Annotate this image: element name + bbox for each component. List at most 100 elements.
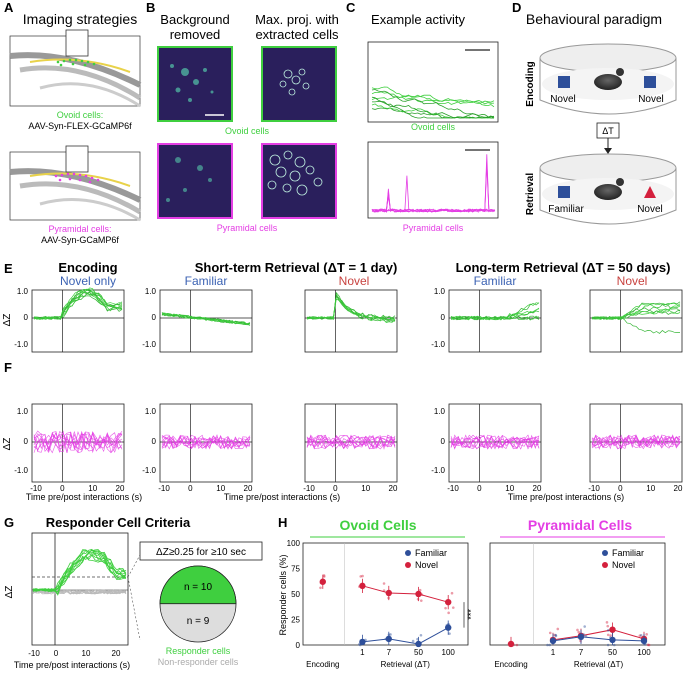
h-mean-point: [319, 578, 326, 585]
b-col1-line1: Background: [160, 12, 229, 27]
h-raw-point: [647, 643, 651, 647]
h-legend-familiar: Familiar: [612, 548, 644, 558]
b-ovoid-caption: Ovoid cells: [225, 126, 270, 136]
panel-a-title: Imaging strategies: [23, 11, 137, 27]
f-ytick-top: 1.0: [17, 407, 29, 416]
f-trace: [161, 434, 251, 450]
panel-e: E Encoding Novel only Short-term Retriev…: [2, 260, 670, 349]
e-ytick-mid-2: 0: [152, 313, 157, 322]
h-raw-point: [606, 643, 610, 647]
f-trace: [306, 434, 396, 450]
h-raw-point: [451, 606, 455, 609]
panel-letter-b: B: [146, 0, 155, 15]
f-xtick-label: -10: [158, 484, 170, 493]
e-trace-box: [448, 289, 542, 353]
f-trace-box: [589, 403, 683, 483]
h-raw-point: [556, 627, 560, 631]
c-pyr-trace: [371, 208, 496, 213]
g-responder-trace: [32, 555, 126, 595]
pyramidal-dots: [54, 172, 100, 184]
b-pyr-caption: Pyramidal cells: [217, 223, 278, 233]
f-trace: [306, 435, 396, 449]
h-raw-point: [613, 643, 616, 647]
g-traces: [32, 548, 127, 596]
h-xtick-label: 1: [360, 648, 365, 657]
f-xtick-label: 10: [88, 484, 97, 493]
f-trace: [591, 436, 681, 449]
f-xtick-label: 20: [116, 484, 125, 493]
f-ytick-top-2: 1.0: [145, 407, 157, 416]
e-encoding-title: Encoding: [58, 260, 117, 275]
h-raw-point: [450, 591, 454, 595]
h-plot-box: [489, 542, 666, 646]
h-xtick-label: 7: [579, 648, 584, 657]
f-xtick-label: 20: [533, 484, 542, 493]
e-trace: [306, 294, 396, 322]
b-ovoid-maxproj-image: [261, 46, 337, 122]
panel-letter-e: E: [4, 261, 13, 276]
encoding-arena: [539, 43, 677, 115]
panel-letter-a: A: [4, 0, 14, 15]
h-raw-point: [419, 599, 423, 602]
b-col2-line1: Max. proj. with: [255, 12, 339, 27]
d-novel-pyramid: [644, 186, 656, 198]
h-raw-point: [584, 634, 588, 638]
f-trace: [161, 435, 250, 449]
h-xtick-label: 50: [414, 648, 423, 657]
panel-g: G Responder Cell Criteria ΔZ -10 0 10 20…: [4, 515, 263, 670]
h-raw-point: [583, 625, 587, 628]
g-xtick-2: 10: [82, 649, 91, 658]
panel-c: C Example activity Ovoid cells Pyramidal…: [346, 0, 499, 233]
f-xtick-label: -10: [588, 484, 600, 493]
c-ovoid-trace: [371, 103, 495, 119]
panel-b: B Background removed Max. proj. with ext…: [146, 0, 339, 233]
c-pyr-traces: [371, 154, 496, 213]
f-xtick-label: 0: [60, 484, 65, 493]
h-xtick-label: 100: [637, 648, 651, 657]
e-short-familiar: Familiar: [185, 274, 228, 288]
f-trace: [306, 434, 396, 449]
e-trace: [306, 298, 396, 324]
f-trace: [450, 434, 540, 449]
h-raw-point: [605, 621, 609, 624]
f-ytick-bot: -1.0: [14, 466, 28, 475]
d-familiar-cube: [558, 186, 570, 198]
g-nonresponder-trace: [32, 589, 127, 595]
g-xtick-3: 20: [112, 649, 121, 658]
e-trace: [591, 307, 681, 320]
h-raw-point: [576, 628, 579, 632]
d-mouse-1: [594, 74, 622, 90]
f-trace: [450, 435, 540, 450]
h-ytick-label: 0: [296, 641, 301, 650]
c-pyr-caption: Pyramidal cells: [403, 223, 464, 233]
b-col2-line2: extracted cells: [255, 27, 339, 42]
f-ytick-bot-3: -1.0: [431, 466, 445, 475]
h-mean-point: [640, 637, 648, 645]
h-series-line: [362, 627, 449, 645]
e-ytick-top-3: 1.0: [434, 287, 446, 296]
h-raw-point: [515, 643, 519, 647]
pie-label-nonresponder: n = 9: [187, 616, 210, 627]
f-trace: [306, 436, 396, 450]
c-ovoid-trace: [371, 96, 495, 119]
f-xtick-label: 10: [646, 484, 655, 493]
pie-slice-responder: [159, 565, 237, 605]
panel-a: A Imaging strategies Ovoid cells: AAV-Sy…: [4, 0, 142, 245]
f-trace: [591, 435, 681, 450]
h-legend-novel: Novel: [415, 560, 438, 570]
d-encoding-label: Encoding: [525, 61, 536, 107]
g-pie: n = 10 n = 9: [159, 565, 237, 643]
e-ylabel: ΔZ: [2, 314, 13, 327]
ovoid-dots: [56, 58, 96, 67]
h-raw-point: [548, 631, 552, 635]
a-ovoid-virus: AAV-Syn-FLEX-GCaMP6f: [28, 121, 132, 131]
h-legend-novel: Novel: [612, 560, 635, 570]
e-trace: [306, 296, 396, 321]
panel-letter-d: D: [512, 0, 521, 15]
e-trace-box: [589, 289, 683, 353]
f-trace: [450, 434, 540, 450]
g-criterion-box: [139, 541, 263, 561]
f-trace: [450, 435, 540, 450]
e-trace: [591, 316, 680, 334]
f-xtick-label: 0: [618, 484, 623, 493]
